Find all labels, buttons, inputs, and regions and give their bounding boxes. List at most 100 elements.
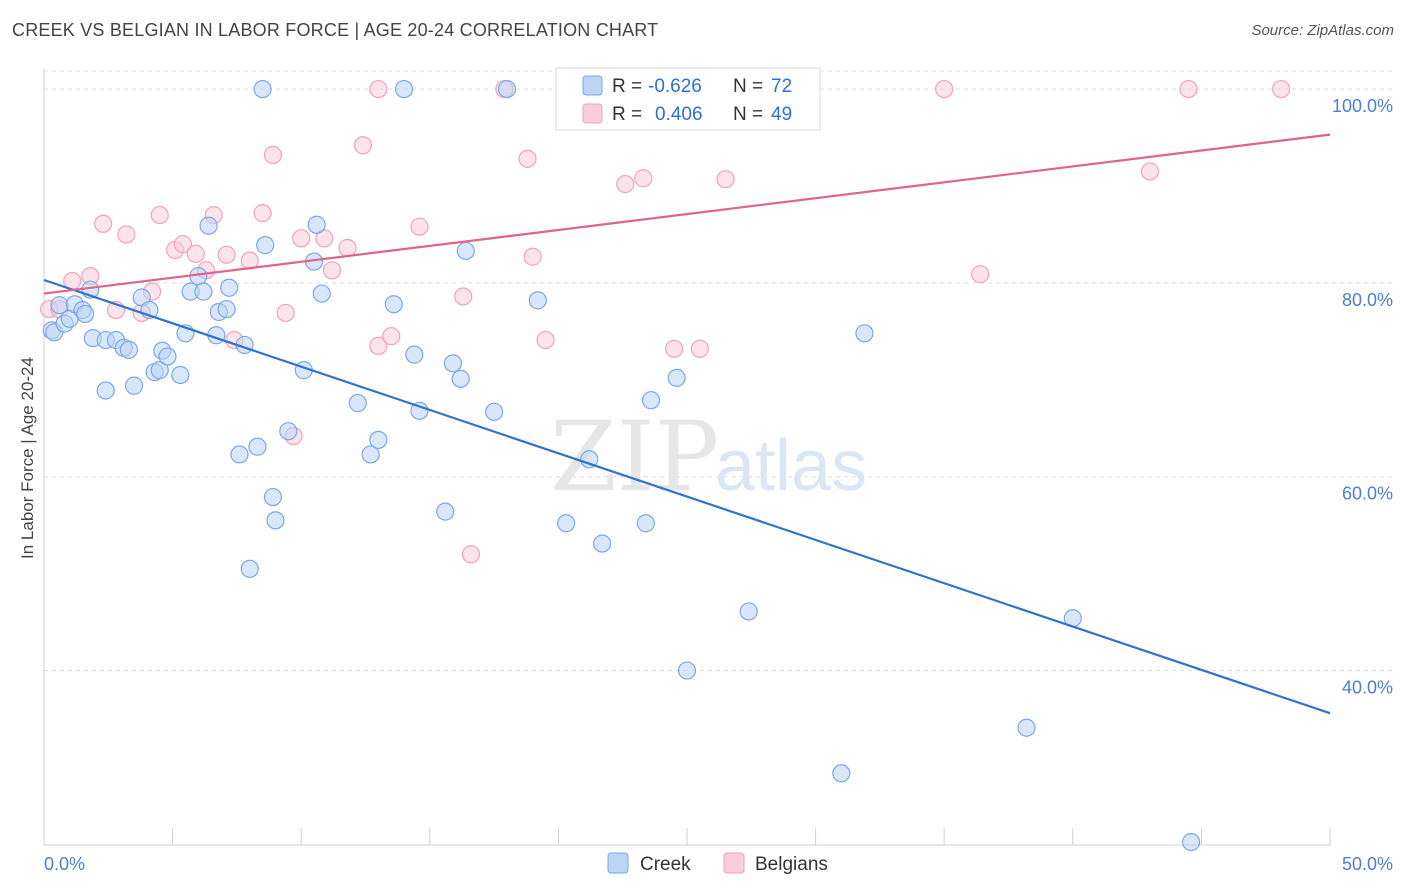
creek-point: [199, 216, 218, 235]
y-axis-label: In Labor Force | Age 20-24: [18, 357, 37, 559]
legend-n-label-belgians: N =: [733, 104, 763, 125]
creek-point: [361, 445, 380, 464]
creek-point: [636, 514, 655, 533]
belgians-point: [536, 330, 555, 350]
chart-title: CREEK VS BELGIAN IN LABOR FORCE | AGE 20…: [12, 20, 659, 40]
bottom-legend-swatch-creek: [607, 852, 629, 874]
belgians-point: [338, 238, 357, 258]
belgians-point: [150, 205, 169, 225]
legend-r-label-belgians: R =: [612, 104, 642, 125]
belgians-point: [1272, 79, 1291, 99]
creek-point: [451, 369, 470, 388]
x-tick-label-max: 50.0%: [1342, 854, 1393, 874]
belgians-point: [276, 303, 295, 323]
belgians-point: [518, 149, 537, 168]
bottom-legend-label-belgians: Belgians: [755, 854, 828, 875]
creek-point: [312, 284, 331, 303]
legend-swatch-belgians: [582, 103, 603, 124]
creek-point: [384, 295, 403, 314]
creek-point: [394, 79, 414, 99]
creek-point: [220, 278, 239, 297]
creek-point: [279, 422, 298, 441]
belgians-point: [461, 545, 481, 564]
creek-point: [124, 376, 144, 395]
creek-point: [230, 445, 249, 464]
belgians-point: [315, 229, 334, 248]
creek-point: [593, 534, 612, 553]
belgians-point: [94, 214, 113, 233]
bottom-legend-label-creek: Creek: [640, 854, 691, 875]
creek-point: [497, 79, 517, 99]
creek-point: [240, 559, 259, 578]
belgians-point: [186, 244, 205, 263]
y-tick-labels: 40.0% 60.0% 80.0% 100.0%: [1332, 96, 1393, 697]
creek-point: [528, 291, 547, 310]
legend-r-value-belgians: 0.406: [655, 104, 703, 125]
belgians-point: [173, 235, 192, 254]
belgians-point: [616, 174, 635, 194]
x-tick-label-min: 0.0%: [44, 854, 85, 874]
creek-point: [1017, 718, 1036, 737]
legend-r-value-creek: -0.626: [648, 76, 702, 97]
y-tick-label: 60.0%: [1342, 484, 1393, 504]
belgians-point: [410, 217, 429, 236]
creek-point: [485, 402, 504, 421]
creek-point: [263, 487, 283, 507]
creek-point: [256, 236, 275, 255]
creek-point: [217, 299, 236, 319]
creek-point: [266, 511, 285, 530]
legend-r-label-creek: R =: [612, 76, 642, 97]
legend-n-value-creek: 72: [771, 76, 792, 97]
belgians-point: [665, 339, 684, 358]
gridlines: [44, 70, 1393, 672]
creek-point: [436, 502, 455, 521]
trend-lines: [43, 133, 1331, 715]
creek-point: [677, 661, 697, 680]
creek-trend-line: [43, 278, 1331, 715]
belgians-point: [1179, 79, 1198, 99]
y-tick-label: 80.0%: [1342, 290, 1393, 310]
creek-points: [42, 79, 1201, 852]
creek-point: [855, 324, 874, 343]
series-legend: Creek Belgians: [607, 852, 828, 875]
belgians-point: [382, 327, 401, 346]
creek-point: [150, 361, 169, 380]
belgians-point: [369, 336, 388, 355]
bottom-legend-swatch-belgians: [723, 852, 745, 874]
legend-n-label-creek: N =: [733, 76, 763, 97]
belgians-point: [935, 79, 954, 99]
creek-point: [456, 241, 475, 261]
belgians-point: [292, 229, 311, 248]
correlation-legend: R = -0.626 N = 72 R = 0.406 N = 49: [555, 67, 821, 131]
creek-point: [76, 304, 95, 324]
legend-n-value-belgians: 49: [771, 104, 792, 125]
creek-point: [580, 450, 599, 469]
belgians-trend-line: [43, 133, 1331, 295]
belgians-point: [1140, 162, 1160, 181]
belgians-point: [117, 225, 136, 244]
watermark-atlas: atlas: [715, 426, 867, 506]
creek-point: [96, 381, 115, 400]
legend-swatch-creek: [582, 75, 603, 96]
creek-point: [171, 365, 190, 385]
belgians-point: [523, 247, 542, 266]
belgians-point: [353, 136, 373, 155]
watermark-zip: ZIP: [550, 401, 719, 513]
creek-point: [158, 347, 177, 366]
belgians-point: [454, 287, 473, 306]
belgians-point: [716, 170, 735, 189]
creek-point: [1182, 832, 1201, 852]
creek-point: [410, 401, 429, 420]
creek-point: [248, 437, 267, 456]
source-credit: Source: ZipAtlas.com: [1251, 22, 1394, 39]
y-tick-label: 40.0%: [1342, 678, 1393, 698]
belgians-point: [634, 169, 653, 188]
belgians-point: [971, 265, 990, 284]
creek-point: [369, 430, 388, 450]
creek-point: [119, 340, 138, 359]
creek-point: [194, 282, 213, 301]
creek-point: [405, 345, 424, 364]
belgians-point: [690, 339, 709, 358]
y-tick-label: 100.0%: [1332, 96, 1393, 116]
